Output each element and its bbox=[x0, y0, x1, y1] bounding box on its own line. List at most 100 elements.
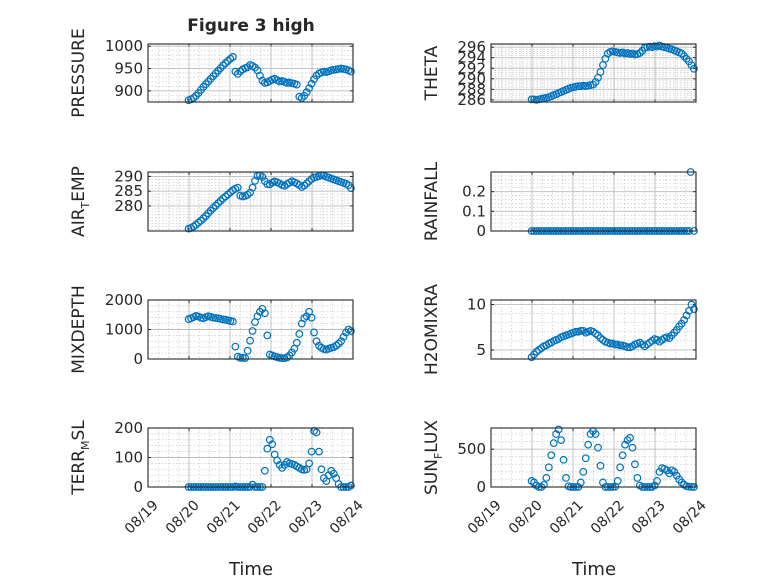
subplot-h2o-mixing-ratio: 5 10 H2OMIXRA bbox=[422, 284, 698, 375]
y-tick-label: 286 bbox=[457, 91, 486, 109]
data-point bbox=[557, 436, 566, 445]
y-tick-label: 500 bbox=[457, 440, 486, 458]
y-tick-label: 2000 bbox=[105, 291, 143, 309]
data-point bbox=[626, 433, 634, 442]
data-point bbox=[324, 471, 333, 480]
data-point bbox=[618, 451, 627, 460]
data-point bbox=[221, 59, 230, 68]
axes-box bbox=[147, 299, 354, 360]
x-tick-label: 08/24 bbox=[327, 497, 367, 537]
subplot-rainfall: 0 0.10.2 RAINFALL bbox=[422, 161, 698, 241]
data-point bbox=[334, 339, 343, 348]
data-point bbox=[258, 173, 267, 181]
data-point bbox=[623, 343, 632, 352]
x-tick-label: 08/21 bbox=[547, 497, 587, 537]
y-axis-label: SUNFLUX bbox=[422, 420, 445, 495]
data-point bbox=[236, 353, 245, 362]
data-point bbox=[221, 192, 230, 201]
data-point bbox=[347, 327, 355, 335]
data-point bbox=[690, 305, 698, 313]
data-point bbox=[584, 440, 593, 449]
data-point bbox=[260, 466, 269, 475]
data-point bbox=[302, 312, 311, 321]
x-axis-label-left: Time bbox=[228, 559, 273, 580]
data-point bbox=[347, 184, 355, 193]
y-axis-label: MIXDEPTH bbox=[69, 285, 89, 374]
data-point bbox=[552, 430, 561, 438]
data-point bbox=[527, 95, 536, 104]
y-tick-label: 280 bbox=[114, 197, 143, 215]
data-point bbox=[295, 181, 304, 189]
data-point bbox=[347, 67, 355, 76]
data-point bbox=[219, 194, 227, 203]
data-point bbox=[682, 311, 691, 320]
subplot-sun-flux: 08/19 08/20 08/21 08/22 08/23 08/24 0 500 SUNFLU… bbox=[422, 420, 710, 538]
axes-box bbox=[147, 171, 354, 232]
data-point bbox=[233, 183, 242, 192]
data-point bbox=[265, 435, 274, 444]
x-tick-label: 08/21 bbox=[204, 497, 244, 537]
data-point bbox=[228, 317, 237, 326]
y-tick-label: 5 bbox=[476, 341, 486, 359]
data-point bbox=[295, 330, 304, 338]
data-point bbox=[224, 190, 232, 199]
x-tick-label: 08/20 bbox=[163, 497, 203, 537]
data-point bbox=[562, 474, 570, 482]
data-point bbox=[307, 313, 316, 322]
subplot-mixdepth: 0 1000 2000 MIXDEPTH bbox=[69, 285, 355, 374]
data-point bbox=[300, 314, 309, 323]
data-point bbox=[621, 440, 629, 449]
data-point bbox=[192, 220, 200, 229]
data-point bbox=[542, 474, 551, 482]
y-axis-label: H2OMIXRA bbox=[422, 284, 442, 375]
data-point bbox=[650, 481, 659, 490]
data-point bbox=[544, 463, 553, 472]
y-axis-label: TERRMSL bbox=[69, 420, 92, 496]
x-tick-label: 08/24 bbox=[670, 497, 710, 537]
data-point bbox=[677, 478, 686, 487]
data-point bbox=[635, 49, 644, 57]
data-point bbox=[591, 430, 600, 438]
data-point bbox=[263, 444, 272, 453]
data-point bbox=[307, 447, 316, 456]
data-point bbox=[680, 316, 689, 324]
data-point bbox=[633, 474, 642, 482]
series-pressure bbox=[184, 53, 355, 105]
x-tick-label: 08/22 bbox=[245, 497, 285, 537]
axes-box bbox=[490, 299, 697, 360]
y-tick-label: 0.2 bbox=[462, 183, 486, 201]
data-point bbox=[224, 57, 232, 65]
subplot-pressure: 900 950 1000 PRESSURE bbox=[69, 28, 355, 118]
data-point bbox=[347, 481, 355, 490]
data-point bbox=[248, 183, 257, 192]
axes-box bbox=[147, 43, 354, 103]
data-point bbox=[312, 428, 321, 437]
data-point bbox=[554, 425, 563, 434]
y-tick-label: 292 bbox=[457, 59, 486, 77]
x-tick-label: 08/19 bbox=[465, 497, 505, 537]
y-tick-label: 900 bbox=[114, 82, 143, 100]
data-point bbox=[300, 181, 309, 190]
data-point bbox=[305, 84, 314, 93]
y-axis-label: THETA bbox=[422, 45, 442, 101]
y-tick-label: 100 bbox=[114, 449, 143, 467]
data-point bbox=[302, 179, 311, 188]
y-tick-label: 290 bbox=[457, 70, 486, 88]
data-point bbox=[628, 443, 637, 452]
subplot-terr-msl: 08/19 08/20 08/21 08/22 08/23 08/24 0 100 200 TER… bbox=[69, 419, 367, 537]
data-point bbox=[599, 478, 607, 487]
data-point bbox=[613, 477, 622, 485]
data-point bbox=[288, 348, 296, 357]
data-point bbox=[616, 463, 625, 472]
data-point bbox=[263, 331, 272, 340]
y-tick-label: 0 bbox=[133, 350, 143, 368]
data-point bbox=[631, 460, 639, 469]
data-point bbox=[599, 61, 607, 69]
data-point bbox=[611, 340, 620, 349]
data-point bbox=[596, 461, 605, 470]
data-point bbox=[231, 67, 240, 76]
data-point bbox=[332, 341, 341, 350]
x-tick-label: 08/22 bbox=[588, 497, 628, 537]
